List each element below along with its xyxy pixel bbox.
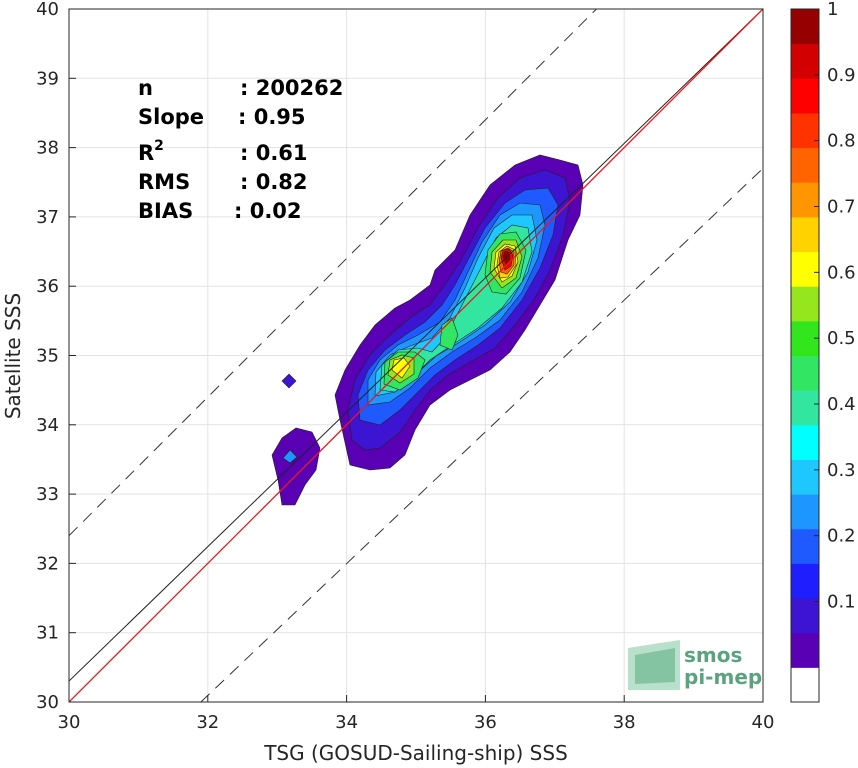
colorbar-tick-label: 0.1 [827,592,856,613]
x-tick-label: 40 [752,712,775,733]
stat-label: BIAS [138,199,193,223]
colorbar-segment [791,563,819,599]
stat-value: : 0.02 [234,199,302,223]
y-tick-label: 39 [36,68,59,89]
colorbar-segment [791,632,819,668]
y-tick-label: 30 [36,692,59,713]
colorbar-tick-label: 0.2 [827,526,856,547]
x-tick-label: 36 [474,712,497,733]
stat-value: : 0.61 [240,141,308,165]
colorbar-segment [791,390,819,426]
stat-label-sup: 2 [154,138,164,154]
contour-small-cluster-inner [282,449,298,464]
density-contours [271,154,584,506]
y-tick-label: 31 [36,623,59,644]
colorbar-tick-label: 0.9 [827,65,856,86]
colorbar-segment [791,494,819,530]
svg-text:smos: smos [684,643,742,667]
colorbar-segment [791,424,819,460]
y-tick-label: 37 [36,207,59,228]
y-tick-label: 40 [36,0,59,20]
colorbar-segment [791,598,819,634]
colorbar-segment [791,528,819,564]
colorbar-segment [791,355,819,391]
colorbar-frame [790,8,820,703]
colorbar-tick-label: 0.3 [827,460,856,481]
y-tick-label: 38 [36,138,59,159]
x-tick-label: 38 [613,712,636,733]
svg-text:pi-mep: pi-mep [684,665,762,689]
colorbar-tick-label: 0.5 [827,328,856,349]
axis-ticks: 30 32 34 36 38 40 30 31 32 33 34 35 36 37 38 39 40 [36,0,774,733]
x-axis-label: TSG (GOSUD-Sailing-ship) SSS [263,741,568,765]
stat-value: : 0.82 [240,170,308,194]
colorbar-tick-label: 0.7 [827,197,856,218]
x-tick-label: 34 [335,712,358,733]
stat-label: n [138,76,153,100]
lower-band-line [200,168,763,702]
colorbar-tick-label: 0.8 [827,131,856,152]
colorbar-segment [791,182,819,218]
stat-label: RMS [138,170,190,194]
stat-label: Slope [138,105,204,129]
y-tick-label: 35 [36,346,59,367]
reference-lines [69,9,763,702]
colorbar-segment [791,43,819,79]
stat-value: : 200262 [240,76,343,100]
smos-pimep-logo: smos pi-mep [628,640,762,690]
x-tick-label: 32 [196,712,219,733]
colorbar-segment [791,286,819,322]
y-axis-label: Satellite SSS [1,293,25,419]
colorbar-tick-label: 1 [827,0,838,20]
colorbar-segment [791,112,819,149]
contour-small-cluster [271,427,321,506]
colorbar-tick-label: 0.6 [827,262,856,283]
colorbar-tick-label: 0.4 [827,394,856,415]
fit-line-black [69,9,763,682]
stat-value: : 0.95 [238,105,306,129]
colorbar-segment [791,251,819,287]
contour-small-island [281,373,297,389]
colorbar: 0.1 0.2 0.3 0.4 0.5 0.6 0.7 0.8 0.9 1 [790,0,856,703]
colorbar-segment [791,216,819,253]
y-tick-label: 36 [36,276,59,297]
y-tick-label: 33 [36,484,59,505]
y-tick-label: 34 [36,415,59,436]
colorbar-segment [791,9,819,45]
y-tick-label: 32 [36,553,59,574]
one-to-one-line-red [69,9,763,702]
colorbar-segment [791,667,819,703]
upper-band-line [69,9,598,537]
colorbar-segment [791,78,819,114]
colorbar-segment [791,459,819,495]
x-tick-label: 30 [58,712,81,733]
colorbar-segment [791,147,819,183]
